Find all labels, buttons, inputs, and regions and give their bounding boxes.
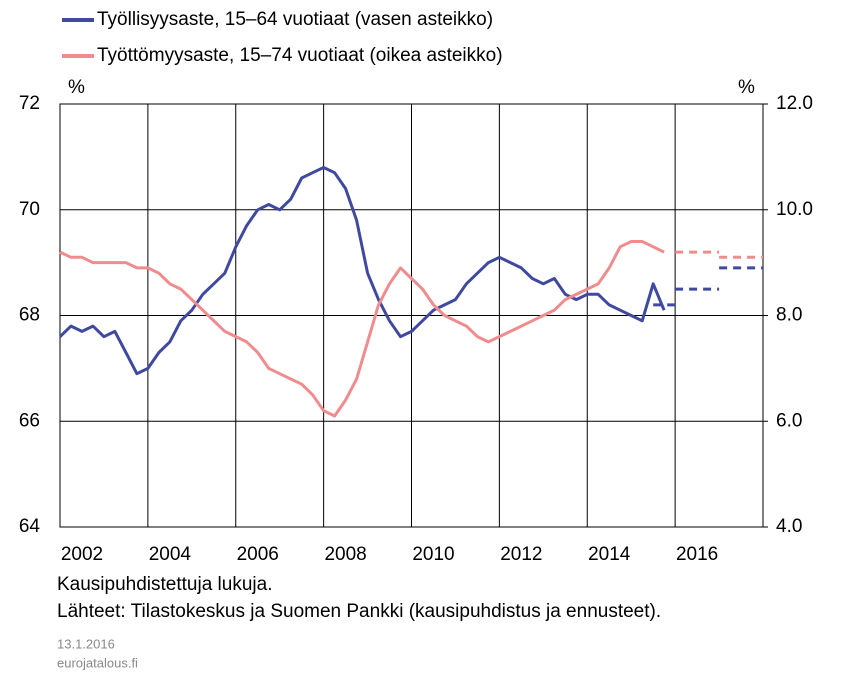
- note: Kausipuhdistettuja lukuja.: [57, 574, 272, 595]
- y2-tick-label: 10.0: [776, 199, 813, 220]
- y-axis-unit: %: [68, 77, 85, 98]
- x-tick-label: 2004: [149, 544, 192, 565]
- y2-tick-label: 4.0: [776, 516, 802, 537]
- data-line: [58, 166, 666, 376]
- y-tick-label: 64: [19, 516, 41, 537]
- x-tick-label: 2010: [412, 544, 454, 565]
- y-tick-label: 66: [19, 410, 40, 431]
- forecast-line: [653, 266, 763, 307]
- x-tick-label: 2002: [61, 544, 103, 565]
- forecast-line: [675, 250, 763, 259]
- x-tick-label: 2014: [588, 544, 631, 565]
- y-tick-label: 72: [19, 93, 40, 114]
- x-tick-label: 2006: [237, 544, 279, 565]
- x-tick-label: 2008: [324, 544, 366, 565]
- plot-frame: [59, 103, 764, 528]
- source: eurojatalous.fi: [57, 655, 138, 670]
- legend-label: Työllisyysaste, 15–64 vuotiaat (vasen as…: [97, 9, 493, 30]
- note: Lähteet: Tilastokeskus ja Suomen Pankki …: [57, 601, 661, 622]
- y2-axis-unit: %: [738, 77, 755, 98]
- x-tick-label: 2016: [676, 544, 718, 565]
- y2-tick-label: 6.0: [776, 410, 802, 431]
- data-line: [59, 240, 665, 418]
- y-tick-label: 70: [19, 199, 40, 220]
- legend-label: Työttömyysaste, 15–74 vuotiaat (oikea as…: [97, 45, 503, 66]
- y2-tick-label: 8.0: [776, 305, 802, 326]
- y-tick-label: 68: [19, 305, 40, 326]
- y2-tick-label: 12.0: [776, 93, 813, 114]
- x-tick-label: 2012: [500, 544, 542, 565]
- date: 13.1.2016: [57, 636, 115, 651]
